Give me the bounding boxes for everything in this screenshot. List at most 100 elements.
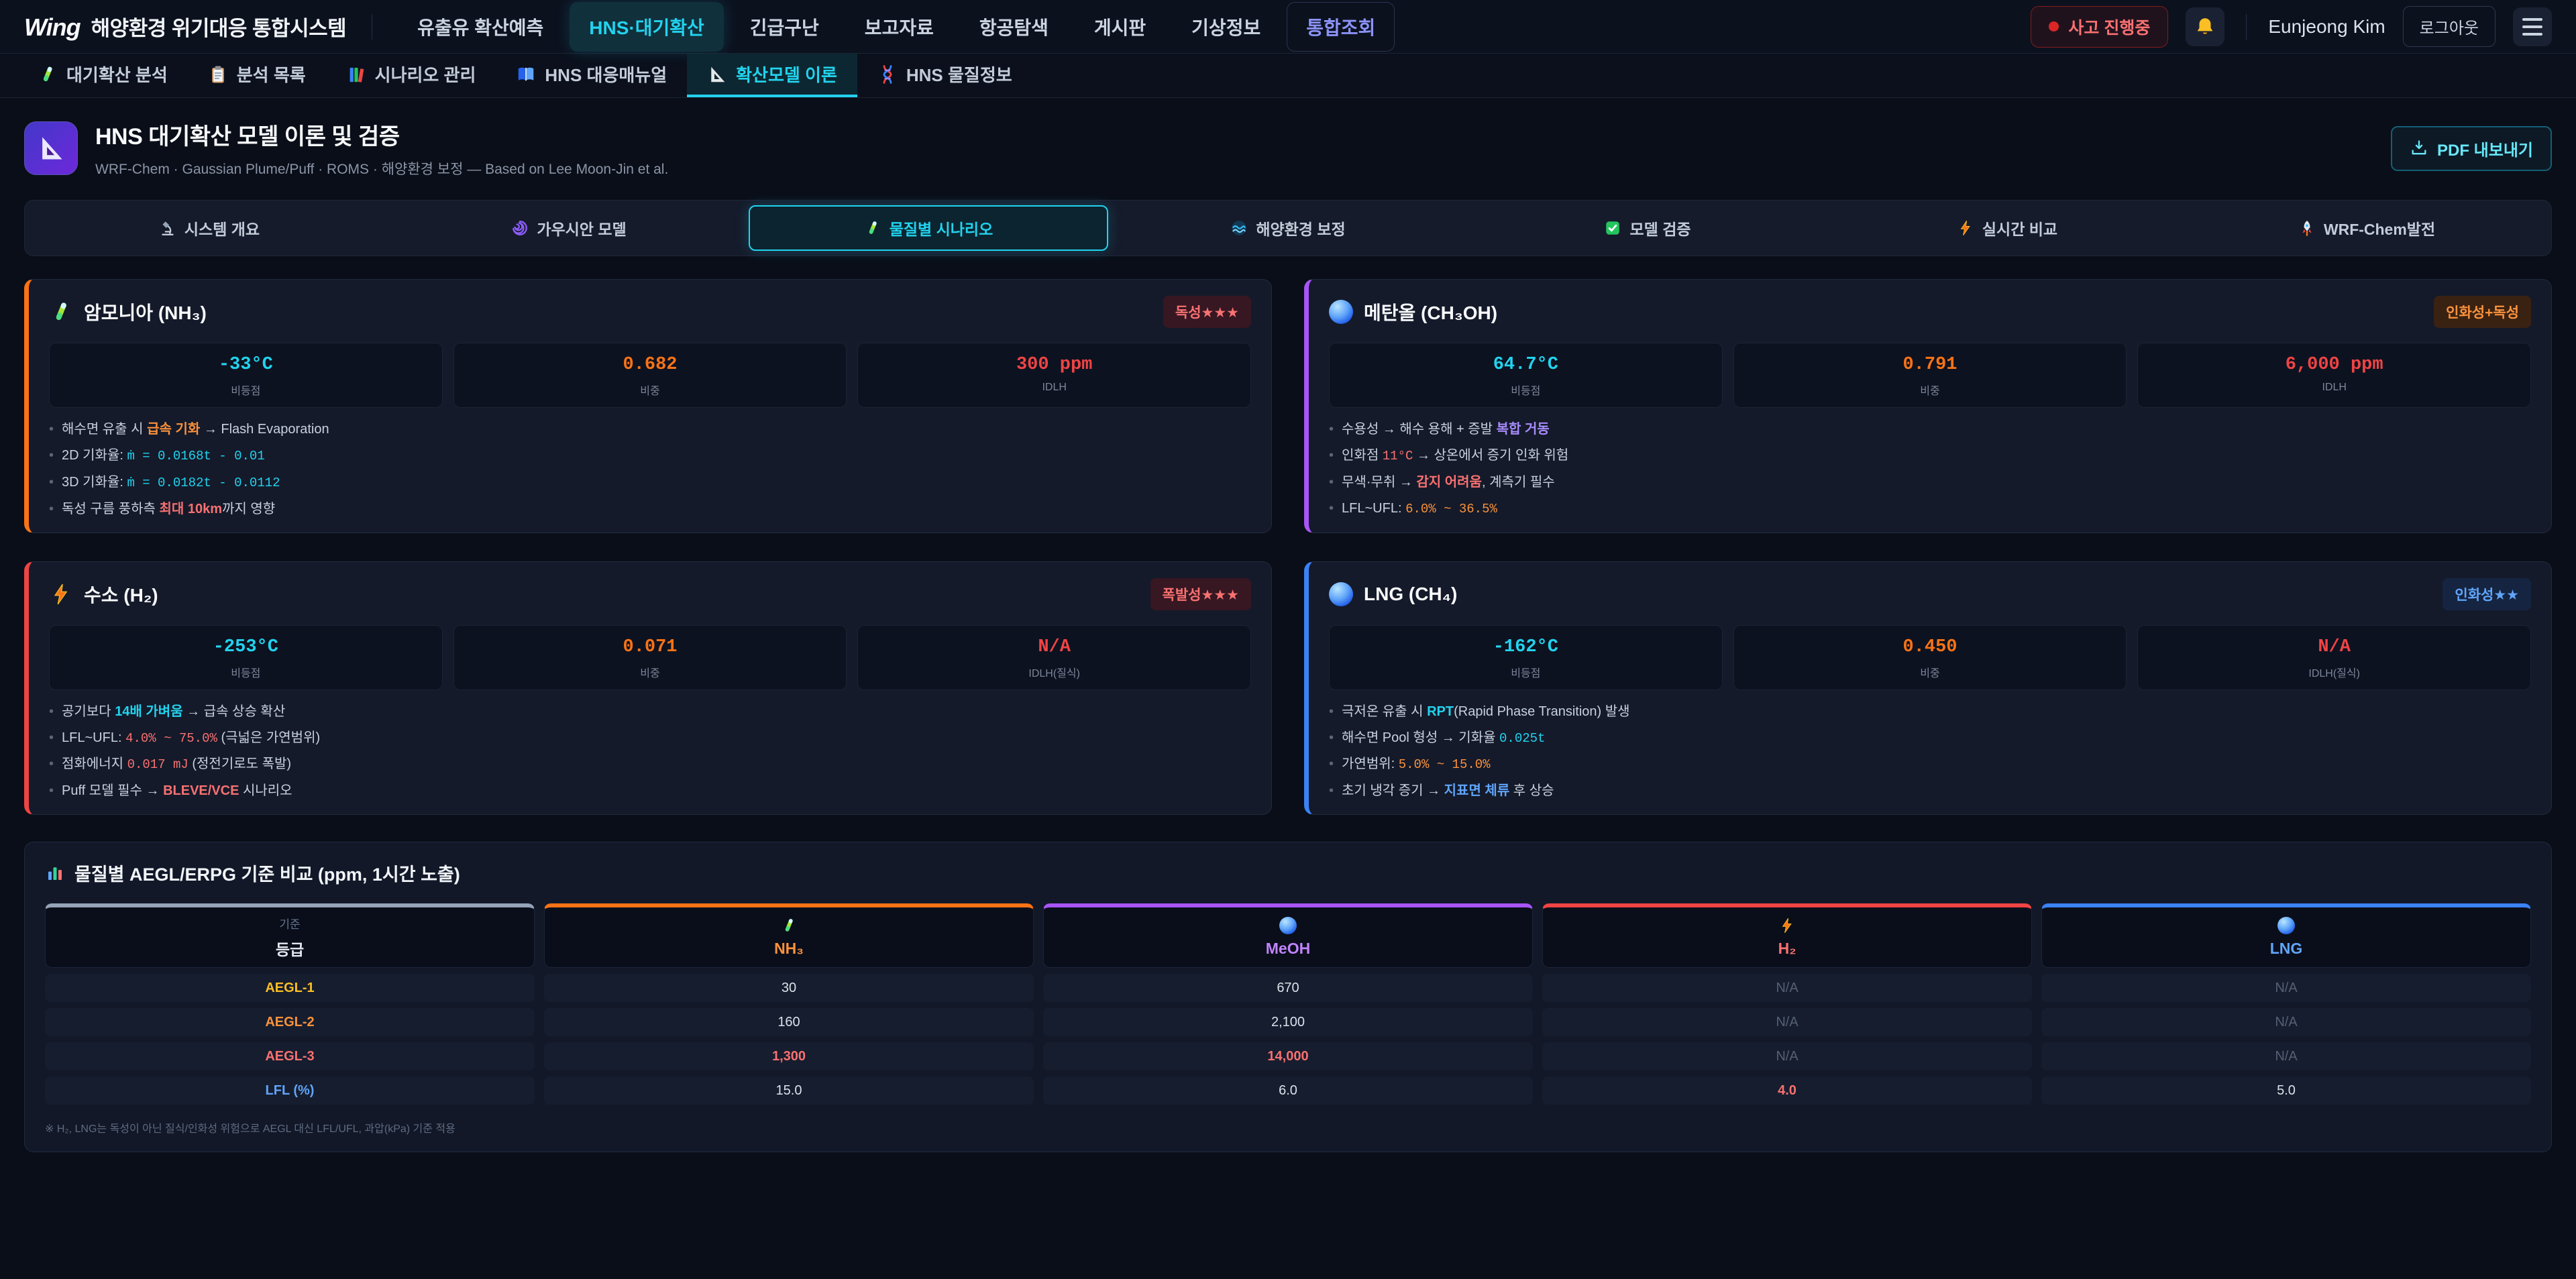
section-tab-bar: 시스템 개요 가우시안 모델 물질별 시나리오 해양환경 보정 모델 검증 실시간 비교 W… [24, 200, 2552, 256]
microscope-icon [159, 219, 176, 237]
nav-item-reports[interactable]: 보고자료 [864, 17, 934, 38]
stat-value: N/A [2318, 636, 2351, 657]
stat-value: -253°C [213, 636, 278, 657]
subtab-label: 확산모델 이론 [736, 65, 837, 85]
stat-box: N/A IDLH(질식) [2137, 624, 2531, 690]
hazard-badge: 독성★★★ [1163, 296, 1251, 328]
card-header: 수소 (H₂) 폭발성★★★ [49, 577, 1251, 610]
test-tube-icon [864, 219, 881, 237]
subtab-diffusion-model-theory[interactable]: 확산모델 이론 [687, 54, 857, 97]
stat-value: -33°C [218, 355, 273, 375]
section-tab-marine-env-correction[interactable]: 해양환경 보정 [1108, 205, 1468, 251]
notifications-button[interactable] [2186, 7, 2225, 46]
nav-item-integrated-search[interactable]: 통합조회 [1287, 1, 1395, 52]
card-stats: 64.7°C 비등점 0.791 비중 6,000 ppm IDLH [1329, 343, 2531, 408]
module-tab-bar: 대기확산 분석 분석 목록 시나리오 관리 HNS 대응매뉴얼 확산모델 이론 HNS 물… [0, 54, 2576, 98]
sphere-icon [1329, 581, 1353, 606]
subtab-hns-response-manual[interactable]: HNS 대응매뉴얼 [496, 54, 687, 97]
row-value: N/A [2041, 1042, 2531, 1070]
stat-box: -253°C 비등점 [49, 624, 443, 690]
card-title: 수소 (H₂) [84, 584, 158, 606]
aegl-table-row: AEGL-3 1,300 14,000 N/A N/A [45, 1042, 2531, 1070]
aegl-col-header-grade: 기준 등급 [45, 903, 535, 968]
hamburger-menu-button[interactable] [2513, 7, 2552, 46]
subtab-air-diffusion-analysis[interactable]: 대기확산 분석 [17, 54, 188, 97]
card-bullet: • 가연범위: 5.0% ~ 15.0% [1329, 757, 1491, 773]
stat-label: 비중 [1920, 386, 1940, 397]
section-tab-label: 가우시안 모델 [537, 221, 627, 238]
nav-item-oil-spill-forecast[interactable]: 유출유 확산예측 [417, 17, 544, 38]
stat-box: 300 ppm IDLH [857, 343, 1251, 408]
card-stats: -33°C 비등점 0.682 비중 300 ppm IDLH [49, 343, 1251, 408]
sphere-icon [1329, 300, 1353, 324]
pdf-export-button[interactable]: PDF 내보내기 [2391, 125, 2552, 171]
card-bullet: • 초기 냉각 증기 → 지표면 체류 후 상승 [1329, 783, 1554, 798]
subtab-label: 대기확산 분석 [66, 65, 168, 85]
aegl-table-header: 기준 등급 NH₃ MeOH H₂ LNG [45, 903, 2531, 968]
row-value: 14,000 [1043, 1042, 1533, 1070]
aegl-col-header-LNG: LNG [2041, 903, 2531, 968]
card-bullet: • LFL~UFL: 4.0% ~ 75.0% (극넓은 가연범위) [49, 730, 321, 746]
card-bullet: • 해수면 Pool 형성 → 기화율 0.025t [1329, 730, 1546, 746]
stat-box: 0.071 비중 [453, 624, 847, 690]
card-bullet: • 점화에너지 0.017 mJ (정전기로도 폭발) [49, 757, 292, 773]
stat-label: 비중 [1920, 667, 1940, 679]
topnav-right: 사고 진행중 Eunjeong Kim 로그아웃 [2031, 5, 2552, 48]
section-tab-label: WRF-Chem발전 [2323, 221, 2436, 238]
nav-item-weather-info[interactable]: 기상정보 [1191, 17, 1261, 38]
subtab-hns-substance-info[interactable]: HNS 물질정보 [857, 54, 1032, 97]
stat-value: 0.071 [623, 636, 678, 657]
card-title: 메탄올 (CH₃OH) [1364, 302, 1498, 323]
main-menu: 유출유 확산예측 HNS·대기확산 긴급구난 보고자료 항공탐색 게시판 기상정보 통합조회 [398, 1, 1395, 52]
substance-card-h2: 수소 (H₂) 폭발성★★★ -253°C 비등점 0.071 비중 N/A IDLH(질식)… [24, 561, 1272, 815]
row-value: 1,300 [544, 1042, 1034, 1070]
card-bullet: • 수용성 → 해수 용해 + 증발 복합 거동 [1329, 422, 1550, 437]
stat-label: IDLH [1042, 382, 1067, 393]
logout-button[interactable]: 로그아웃 [2402, 6, 2496, 47]
app-logo[interactable]: Wing 해양환경 위기대응 통합시스템 [24, 11, 347, 42]
incident-status-badge[interactable]: 사고 진행중 [2031, 5, 2169, 48]
col-header-name: 등급 [275, 941, 305, 958]
stat-label: IDLH [2322, 382, 2347, 393]
bell-icon [2194, 15, 2216, 38]
row-value: 5.0 [2041, 1076, 2531, 1105]
section-tab-system-overview[interactable]: 시스템 개요 [30, 205, 389, 251]
open-book-icon [516, 64, 536, 85]
row-value: N/A [2041, 974, 2531, 1002]
card-bullets: • 수용성 → 해수 용해 + 증발 복합 거동 • 인화점 11°C → 상온에서 … [1329, 421, 2531, 518]
col-header-name: MeOH [1265, 940, 1311, 957]
nav-item-board[interactable]: 게시판 [1093, 17, 1146, 38]
section-tab-substance-scenarios[interactable]: 물질별 시나리오 [749, 205, 1108, 251]
section-tab-wrf-chem-evolution[interactable]: WRF-Chem발전 [2187, 205, 2546, 251]
stat-value: 64.7°C [1493, 355, 1558, 375]
nav-item-hns-air-diffusion[interactable]: HNS·대기확산 [570, 1, 724, 52]
nav-item-emergency-rescue[interactable]: 긴급구난 [749, 17, 819, 38]
pdf-export-label: PDF 내보내기 [2437, 141, 2533, 160]
sphere-icon [2277, 917, 2295, 934]
rocket-icon [2298, 219, 2316, 237]
card-bullet: • 3D 기화율: ṁ = 0.0182t - 0.0112 [49, 474, 280, 490]
page-header: HNS 대기확산 모델 이론 및 검증 WRF-Chem · Gaussian … [0, 98, 2576, 185]
row-label: AEGL-2 [45, 1008, 535, 1036]
card-header: 암모니아 (NH₃) 독성★★★ [49, 296, 1251, 328]
app-title: 해양환경 위기대응 통합시스템 [91, 17, 347, 40]
row-value: 2,100 [1043, 1008, 1533, 1036]
section-tab-gaussian-model[interactable]: 가우시안 모델 [389, 205, 749, 251]
row-label: LFL (%) [45, 1076, 535, 1105]
section-tab-model-validation[interactable]: 모델 검증 [1468, 205, 1827, 251]
bolt-icon [1957, 219, 1974, 237]
test-tube-icon [49, 300, 73, 324]
card-bullet: • Puff 모델 필수 → BLEVE/VCE 시나리오 [49, 783, 292, 798]
subtab-scenario-management[interactable]: 시나리오 관리 [326, 54, 496, 97]
col-header-name: H₂ [1778, 940, 1796, 957]
nav-item-air-search[interactable]: 항공탐색 [979, 17, 1049, 38]
card-stats: -253°C 비등점 0.071 비중 N/A IDLH(질식) [49, 624, 1251, 690]
stat-label: IDLH(질식) [1028, 667, 1080, 679]
subtab-analysis-list[interactable]: 분석 목록 [188, 54, 326, 97]
page-subtitle: WRF-Chem · Gaussian Plume/Puff · ROMS · … [95, 162, 669, 177]
swirl-icon [511, 219, 529, 237]
check-icon [1604, 219, 1621, 237]
section-tab-realtime-comparison[interactable]: 실시간 비교 [1827, 205, 2187, 251]
card-header: 메탄올 (CH₃OH) 인화성+독성 [1329, 296, 2531, 328]
substance-card-meoh: 메탄올 (CH₃OH) 인화성+독성 64.7°C 비등점 0.791 비중 6,000 p… [1304, 279, 2552, 533]
